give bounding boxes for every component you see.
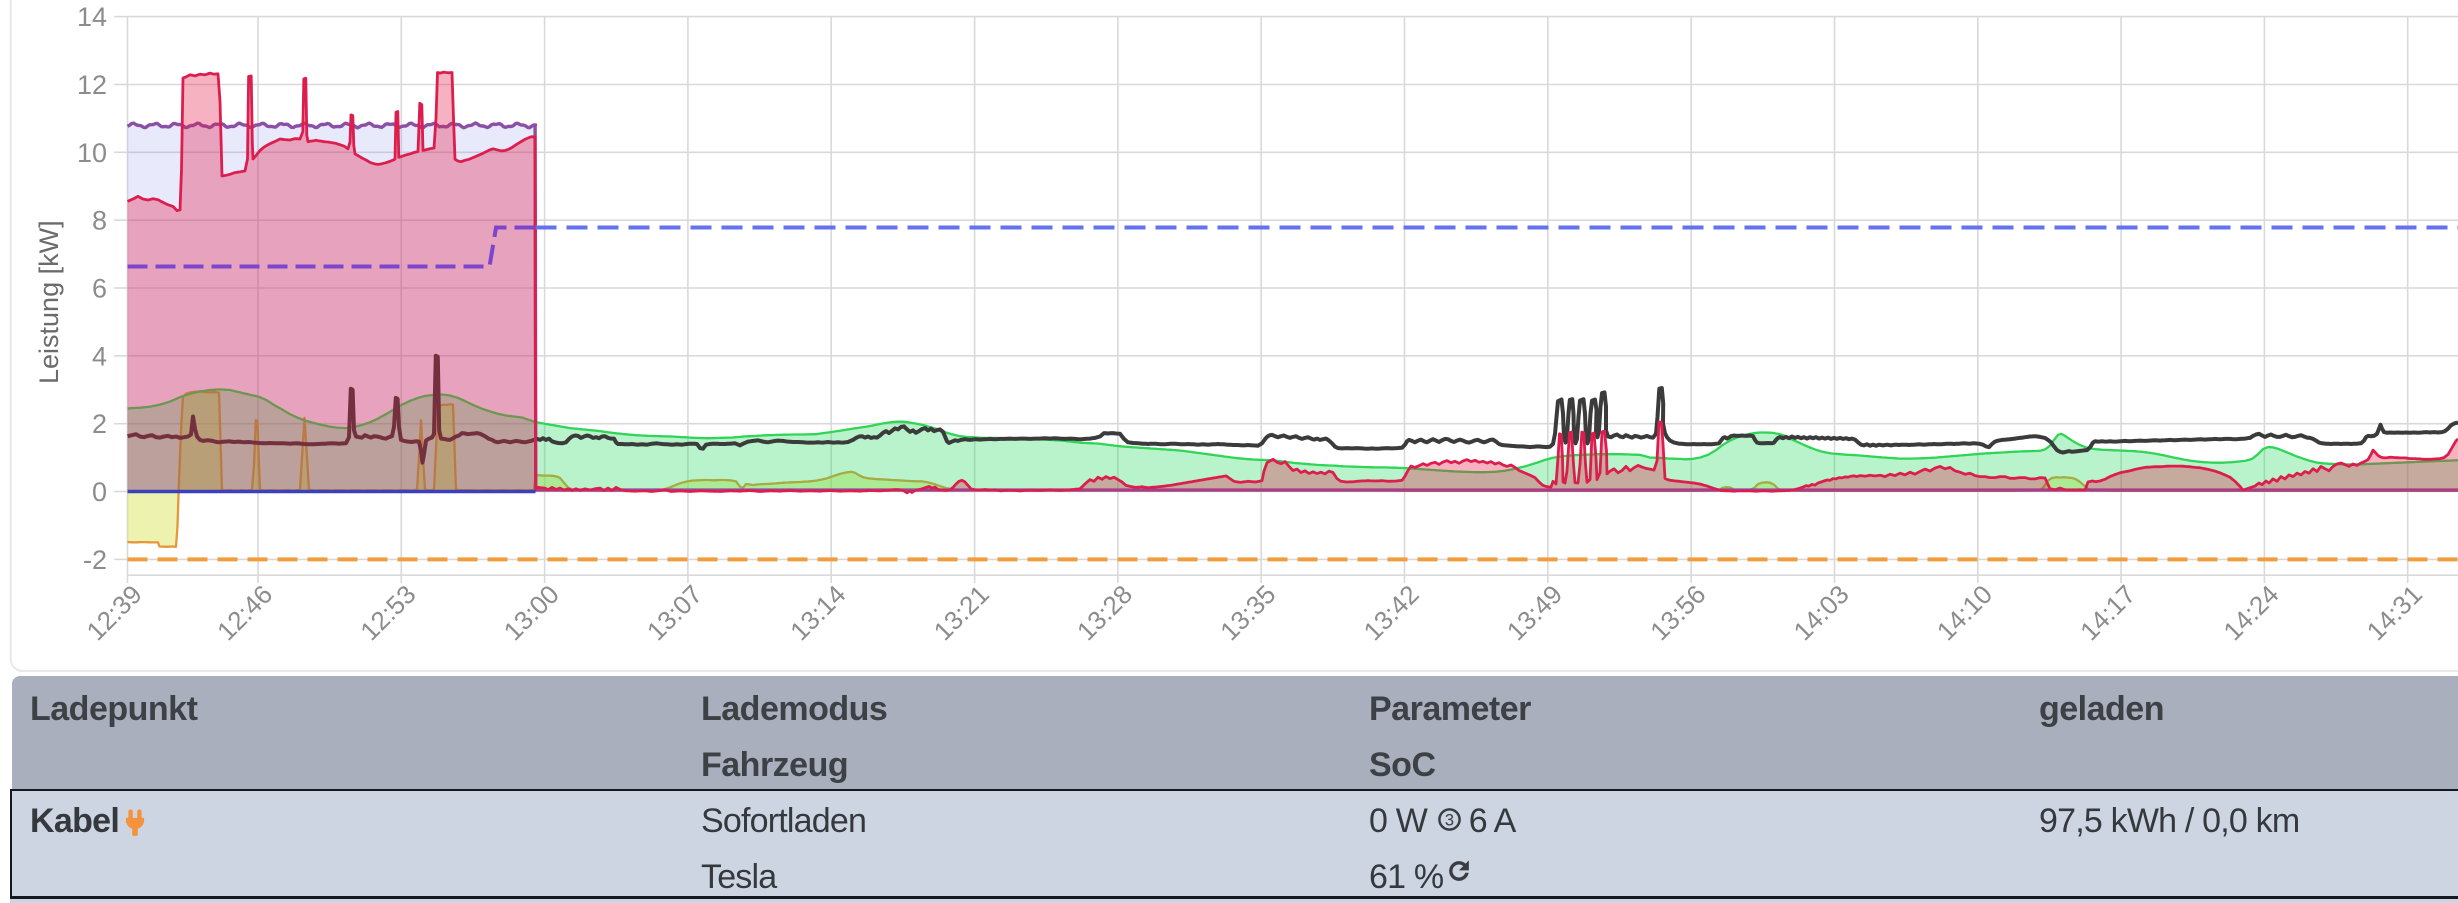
svg-text:12: 12 bbox=[77, 70, 107, 100]
svg-text:3: 3 bbox=[1445, 812, 1454, 830]
svg-text:2: 2 bbox=[92, 409, 107, 439]
svg-text:-2: -2 bbox=[83, 545, 107, 575]
svg-text:14: 14 bbox=[77, 2, 107, 32]
svg-text:6: 6 bbox=[92, 274, 107, 304]
svg-text:10: 10 bbox=[77, 138, 107, 168]
svg-text:8: 8 bbox=[92, 206, 107, 236]
svg-text:Leistung [kW]: Leistung [kW] bbox=[34, 220, 64, 384]
svg-text:4: 4 bbox=[92, 341, 107, 371]
svg-text:0: 0 bbox=[92, 477, 107, 507]
